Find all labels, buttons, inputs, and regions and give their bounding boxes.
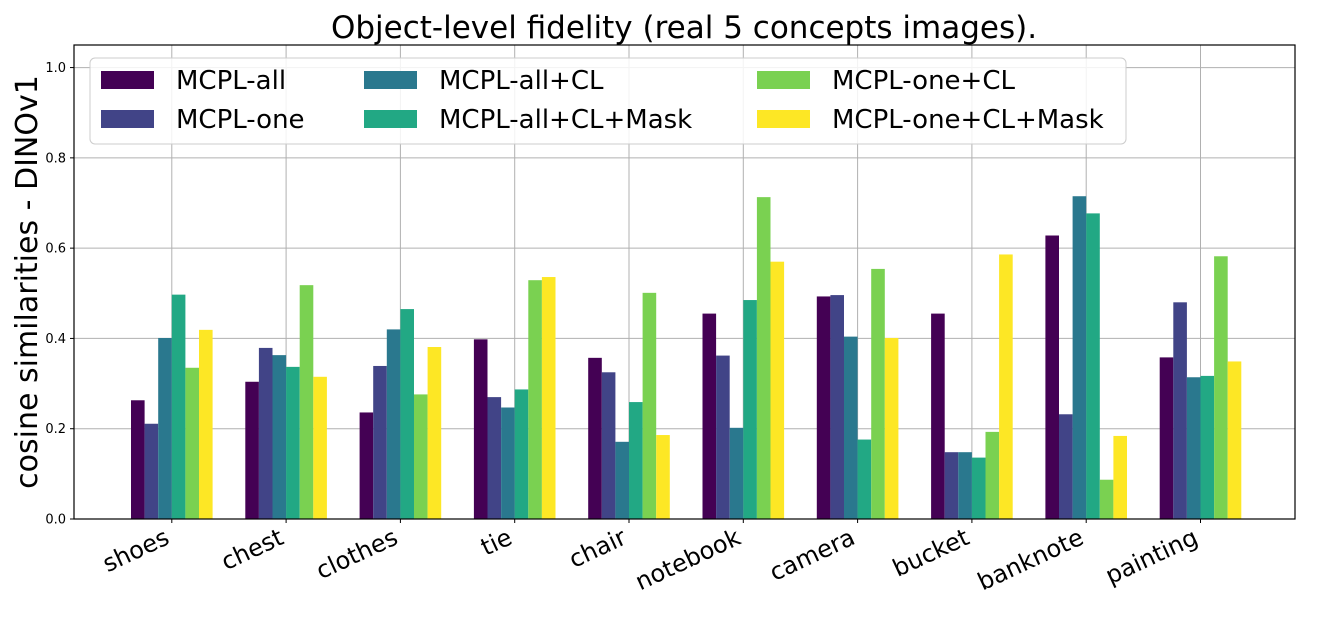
legend-swatch xyxy=(364,110,417,128)
bar-notebook-mcpl-all-plus-cl xyxy=(729,427,744,519)
x-tick-label-banknote: banknote xyxy=(973,523,1087,596)
legend-swatch xyxy=(757,71,810,89)
bar-notebook-mcpl-all xyxy=(702,313,717,519)
bar-clothes-mcpl-all-plus-cl-plus-mask xyxy=(400,309,414,519)
x-tick-label-shoes: shoes xyxy=(98,523,173,578)
y-tick-label: 0.4 xyxy=(45,332,66,347)
plot-frame xyxy=(73,44,1296,520)
legend-label: MCPL-all+CL xyxy=(439,66,604,96)
bar-chest-mcpl-all-plus-cl xyxy=(272,355,287,519)
bar-bucket-mcpl-one-plus-cl xyxy=(985,431,1000,519)
bar-camera-mcpl-one xyxy=(830,295,844,519)
x-tick-label-clothes: clothes xyxy=(312,523,402,585)
bar-shoes-mcpl-one-plus-cl-plus-mask xyxy=(199,329,213,519)
legend: MCPL-all MCPL-one MCPL-all+CL MCPL-all+CL+M… xyxy=(89,57,1127,145)
bar-shoes-mcpl-all xyxy=(131,400,145,519)
bar-shoes-mcpl-one xyxy=(144,423,159,519)
bar-tie-mcpl-one xyxy=(487,397,502,519)
y-ticks: 0.0 0.2 0.4 0.6 0.8 1.0 xyxy=(45,61,74,528)
x-tick-label-tie: tie xyxy=(476,523,516,561)
bar-painting-mcpl-all-plus-cl-plus-mask xyxy=(1200,375,1215,519)
bar-banknote-mcpl-all xyxy=(1045,235,1059,519)
bar-chest-mcpl-all xyxy=(245,381,259,519)
bar-bucket-mcpl-all xyxy=(931,313,945,519)
x-tick-label-chair: chair xyxy=(565,523,631,574)
bar-bucket-mcpl-all-plus-cl xyxy=(958,452,972,519)
x-tick-label-camera: camera xyxy=(765,523,859,587)
y-tick-label: 0.0 xyxy=(45,513,66,528)
bar-tie-mcpl-all xyxy=(473,339,488,519)
bar-painting-mcpl-one-plus-cl xyxy=(1214,256,1228,519)
bar-camera-mcpl-all-plus-cl-plus-mask xyxy=(857,439,872,519)
legend-swatch xyxy=(101,110,154,128)
bar-banknote-mcpl-one-plus-cl xyxy=(1099,479,1114,519)
legend-label: MCPL-all xyxy=(176,66,286,96)
y-tick-label: 0.6 xyxy=(45,242,66,257)
bar-notebook-mcpl-one-plus-cl xyxy=(756,197,771,520)
bar-chair-mcpl-one xyxy=(601,372,616,519)
bar-shoes-mcpl-one-plus-cl xyxy=(185,367,199,519)
bar-banknote-mcpl-all-plus-cl xyxy=(1072,196,1087,519)
bar-camera-mcpl-one-plus-cl xyxy=(871,268,885,519)
bar-banknote-mcpl-all-plus-cl-plus-mask xyxy=(1086,213,1100,519)
bar-tie-mcpl-all-plus-cl-plus-mask xyxy=(514,389,529,519)
bar-notebook-mcpl-one-plus-cl-plus-mask xyxy=(770,261,785,519)
bar-bucket-mcpl-one xyxy=(944,452,959,519)
bar-camera-mcpl-all xyxy=(816,296,831,519)
bar-bucket-mcpl-one-plus-cl-plus-mask xyxy=(999,254,1013,519)
bar-clothes-mcpl-one-plus-cl xyxy=(414,394,428,519)
bar-banknote-mcpl-one xyxy=(1059,414,1073,519)
bar-chair-mcpl-all-plus-cl xyxy=(615,441,629,519)
bar-chest-mcpl-one-plus-cl-plus-mask xyxy=(313,376,327,519)
bar-clothes-mcpl-all-plus-cl xyxy=(386,329,401,519)
bar-painting-mcpl-all-plus-cl xyxy=(1186,377,1201,519)
x-tick-label-notebook: notebook xyxy=(631,523,745,596)
bar-camera-mcpl-one-plus-cl-plus-mask xyxy=(884,337,899,519)
bar-clothes-mcpl-one xyxy=(373,365,387,519)
bars xyxy=(131,196,1242,520)
bar-notebook-mcpl-one xyxy=(716,355,730,519)
chart-title: Object-level fidelity (real 5 concepts i… xyxy=(331,10,1037,46)
x-tick-label-chest: chest xyxy=(217,523,288,576)
bar-clothes-mcpl-all xyxy=(359,412,374,519)
legend-label: MCPL-all+CL+Mask xyxy=(439,105,692,135)
bar-notebook-mcpl-all-plus-cl-plus-mask xyxy=(743,300,757,519)
bar-painting-mcpl-one-plus-cl-plus-mask xyxy=(1227,361,1242,519)
bar-chair-mcpl-one-plus-cl xyxy=(642,292,657,519)
y-tick-label: 0.8 xyxy=(45,151,66,166)
bar-tie-mcpl-all-plus-cl xyxy=(501,407,515,519)
bar-chest-mcpl-one xyxy=(258,347,273,519)
bar-clothes-mcpl-one-plus-cl-plus-mask xyxy=(427,347,442,519)
x-tick-label-bucket: bucket xyxy=(888,523,973,583)
bar-tie-mcpl-one-plus-cl xyxy=(528,280,542,519)
legend-swatch xyxy=(364,71,417,89)
bar-chair-mcpl-one-plus-cl-plus-mask xyxy=(656,435,670,519)
y-tick-label: 1.0 xyxy=(45,61,66,76)
bar-tie-mcpl-one-plus-cl-plus-mask xyxy=(541,277,556,519)
bar-chair-mcpl-all-plus-cl-plus-mask xyxy=(629,402,643,519)
bar-chest-mcpl-one-plus-cl xyxy=(299,285,314,519)
y-axis-label: cosine similarities - DINOv1 xyxy=(10,75,45,489)
x-ticks: shoes chest clothes tie chair notebook camera b… xyxy=(98,519,1202,596)
bar-painting-mcpl-all xyxy=(1159,357,1174,519)
bar-bucket-mcpl-all-plus-cl-plus-mask xyxy=(971,457,986,519)
y-tick-label: 0.2 xyxy=(45,422,66,437)
legend-swatch xyxy=(101,71,154,89)
x-tick-label-painting: painting xyxy=(1101,523,1202,590)
bar-camera-mcpl-all-plus-cl xyxy=(844,336,858,519)
legend-frame xyxy=(89,57,1127,145)
legend-label: MCPL-one+CL xyxy=(832,66,1015,96)
bar-shoes-mcpl-all-plus-cl-plus-mask xyxy=(171,294,186,519)
legend-label: MCPL-one+CL+Mask xyxy=(832,105,1104,135)
legend-label: MCPL-one xyxy=(176,105,305,135)
bar-shoes-mcpl-all-plus-cl xyxy=(158,337,172,519)
bar-banknote-mcpl-one-plus-cl-plus-mask xyxy=(1113,435,1127,519)
bar-chair-mcpl-all xyxy=(588,357,602,519)
bar-painting-mcpl-one xyxy=(1173,302,1187,519)
bar-chest-mcpl-all-plus-cl-plus-mask xyxy=(286,366,300,519)
legend-swatch xyxy=(757,110,810,128)
